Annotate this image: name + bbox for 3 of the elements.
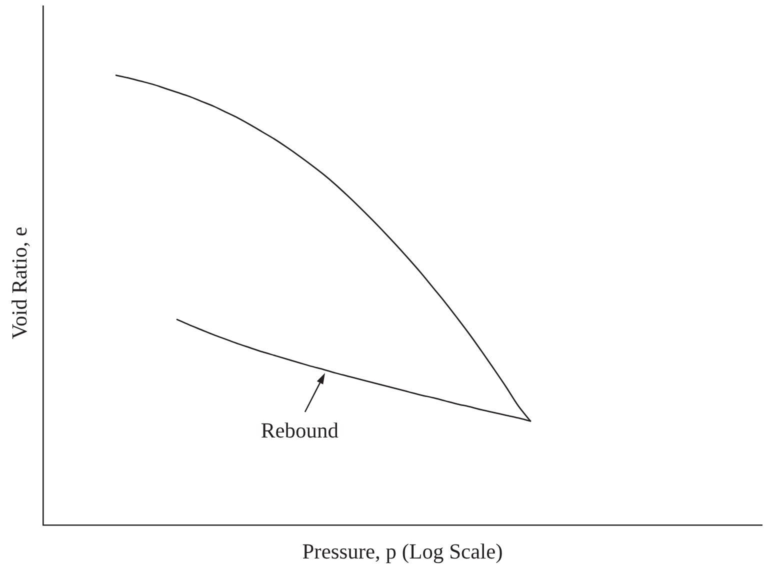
y-axis-title: Void Ratio, e <box>8 226 32 340</box>
annotation: Rebound <box>260 418 339 443</box>
x-axis-title: Pressure, p (Log Scale) <box>302 540 503 564</box>
